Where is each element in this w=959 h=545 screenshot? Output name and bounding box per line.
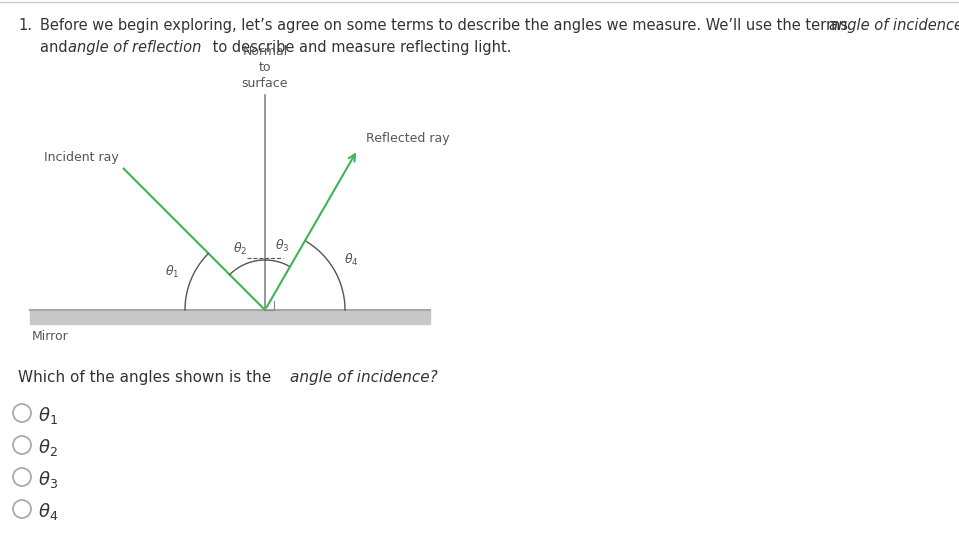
- Text: Mirror: Mirror: [32, 330, 69, 343]
- Text: $\theta_3$: $\theta_3$: [38, 469, 58, 490]
- Text: Normal
to
surface: Normal to surface: [242, 45, 289, 90]
- Text: Reflected ray: Reflected ray: [365, 132, 449, 145]
- Text: 1.: 1.: [18, 18, 32, 33]
- Text: $\theta_1$: $\theta_1$: [165, 264, 179, 280]
- Text: $\theta_2$: $\theta_2$: [38, 437, 58, 458]
- Text: angle of incidence: angle of incidence: [829, 18, 959, 33]
- Text: $\theta_4$: $\theta_4$: [344, 252, 359, 268]
- Text: Incident ray: Incident ray: [44, 150, 119, 164]
- Text: $\theta_1$: $\theta_1$: [38, 405, 58, 426]
- Text: Before we begin exploring, let’s agree on some terms to describe the angles we m: Before we begin exploring, let’s agree o…: [40, 18, 853, 33]
- Bar: [30, 310, 430, 324]
- Text: angle of reflection: angle of reflection: [68, 40, 201, 55]
- Text: $\theta_2$: $\theta_2$: [233, 241, 246, 257]
- Text: $\theta_4$: $\theta_4$: [38, 501, 58, 522]
- Text: and: and: [40, 40, 72, 55]
- Text: Which of the angles shown is the: Which of the angles shown is the: [18, 370, 276, 385]
- Text: $\theta_3$: $\theta_3$: [275, 238, 290, 255]
- Text: angle of incidence?: angle of incidence?: [290, 370, 437, 385]
- Text: to describe and measure reflecting light.: to describe and measure reflecting light…: [208, 40, 511, 55]
